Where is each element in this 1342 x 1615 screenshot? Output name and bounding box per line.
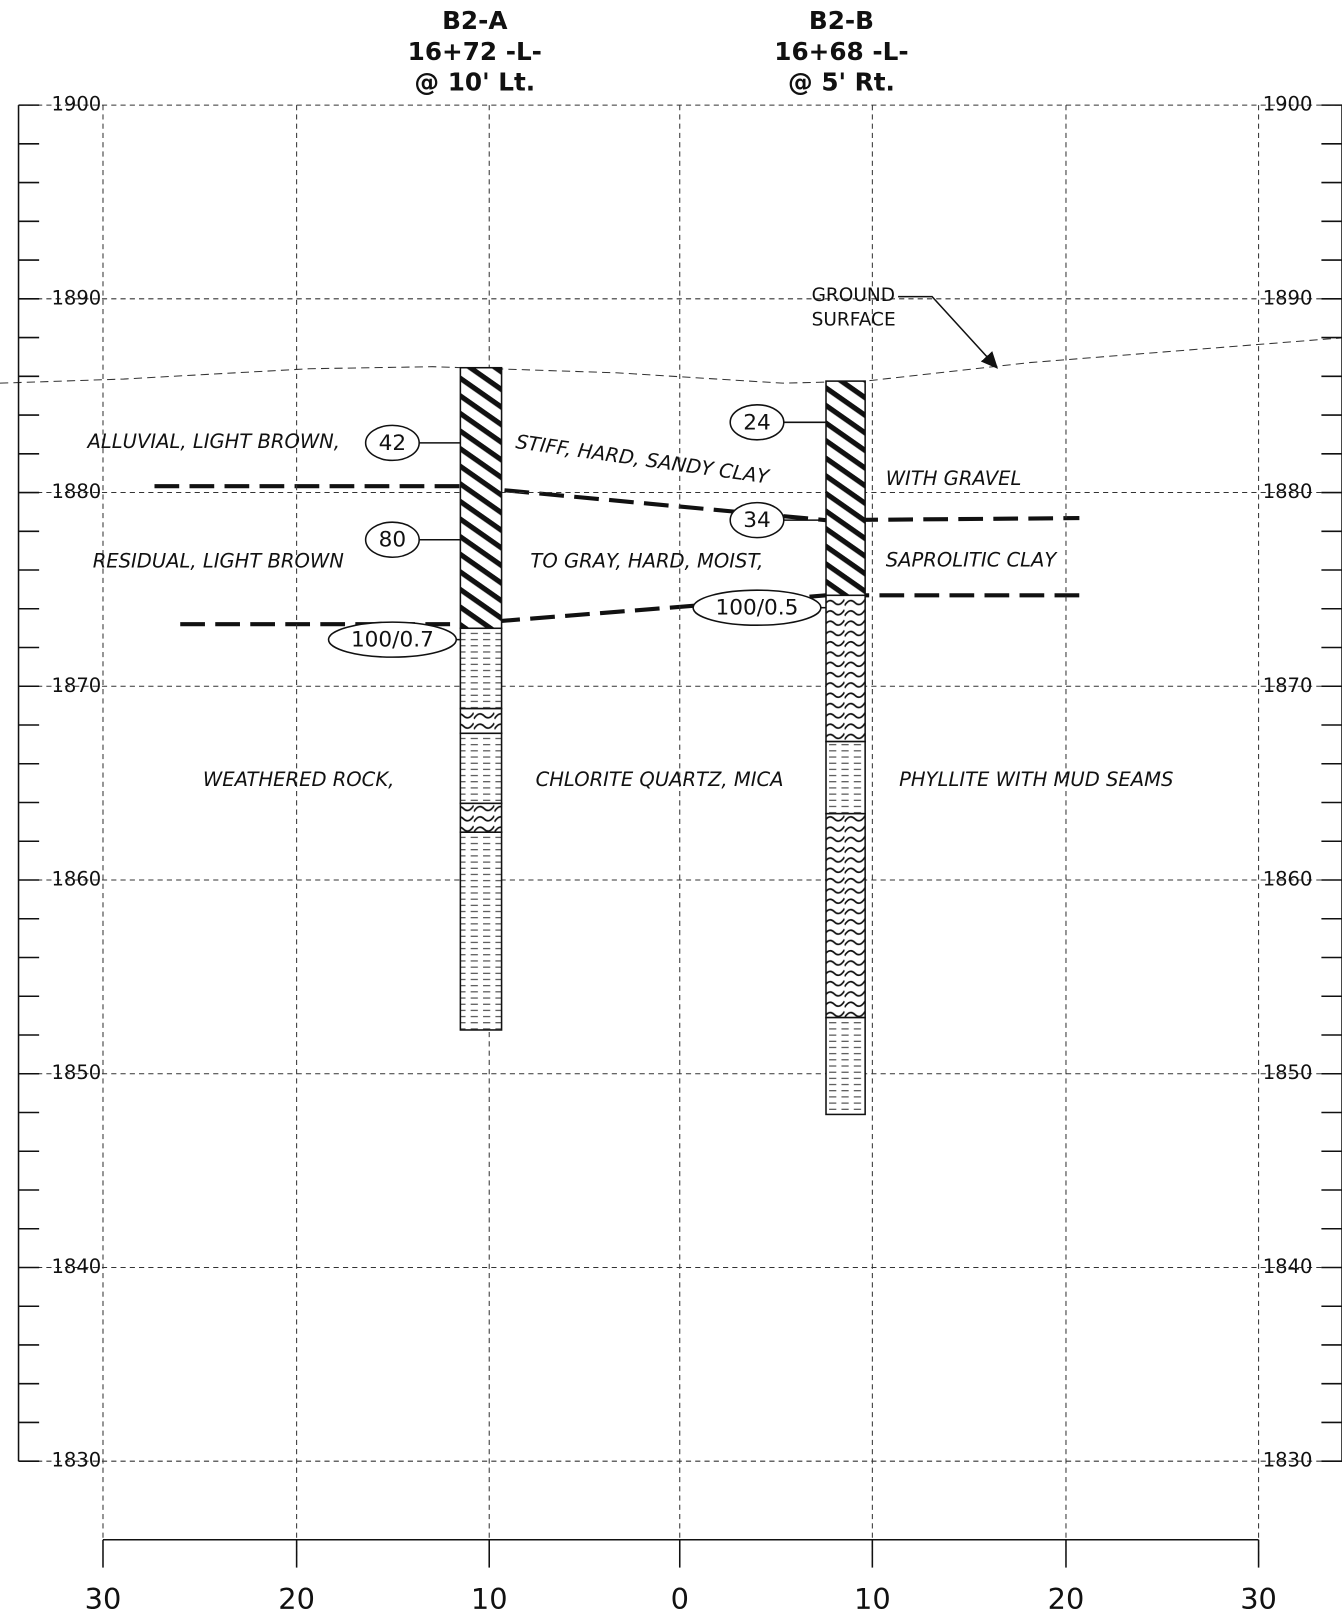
elevation-label: 1830 xyxy=(51,1449,101,1472)
boring-layer xyxy=(460,733,501,803)
boring-profile: 1900 1900 1890 1890 1880 1880 1870 1870 1860 1860… xyxy=(0,0,1342,1615)
boring-layer xyxy=(460,832,501,1030)
annotation: GROUND xyxy=(812,285,895,306)
boring-layer xyxy=(460,803,501,832)
blow-count: 100/0.5 xyxy=(716,596,799,621)
offset-label: 30 xyxy=(85,1582,122,1615)
blow-count: 80 xyxy=(379,528,407,553)
ground-surface xyxy=(0,338,1342,383)
boring-layer xyxy=(826,595,865,741)
stratum-description: PHYLLITE WITH MUD SEAMS xyxy=(899,768,1173,791)
elevation-label: 1850 xyxy=(51,1061,101,1084)
stratum-description: WEATHERED ROCK, xyxy=(203,768,394,791)
stratum-description: TO GRAY, HARD, MOIST, xyxy=(530,550,763,573)
blow-count: 34 xyxy=(743,508,770,533)
elevation-label: 1830 xyxy=(1263,1449,1313,1472)
elevation-label: 1860 xyxy=(51,868,101,891)
elevation-label: 1840 xyxy=(1263,1255,1313,1278)
elevation-label: 1900 xyxy=(51,93,101,116)
elevation-label: 1870 xyxy=(51,674,101,697)
annotation: SURFACE xyxy=(812,309,896,330)
boring-layer xyxy=(460,368,501,629)
elevation-label: 1840 xyxy=(51,1255,101,1278)
elevation-label: 1890 xyxy=(1263,286,1313,309)
boring-station: 16+68 -L- xyxy=(774,37,908,66)
elevation-label: 1900 xyxy=(1263,93,1313,116)
elevation-label: 1850 xyxy=(1263,1061,1313,1084)
elevation-label: 1860 xyxy=(1263,868,1313,891)
offset-label: 10 xyxy=(471,1582,508,1615)
offset-label: 20 xyxy=(278,1582,315,1615)
elevation-label: 1880 xyxy=(51,480,101,503)
offset-label: 0 xyxy=(671,1582,689,1615)
boring-layer xyxy=(460,628,501,708)
boring-layer xyxy=(460,709,501,734)
offset-label: 30 xyxy=(1240,1582,1277,1615)
boring-offset: @ 5' Rt. xyxy=(788,68,895,97)
offset-label: 10 xyxy=(854,1582,891,1615)
elevation-label: 1870 xyxy=(1263,674,1313,697)
boring-layer xyxy=(826,381,865,595)
boring-station: 16+72 -L- xyxy=(408,37,542,66)
annotation-arrow xyxy=(898,297,997,368)
offset-label: 20 xyxy=(1048,1582,1085,1615)
boring-name: B2-A xyxy=(442,6,507,35)
stratum-description: STIFF, HARD, SANDY CLAY xyxy=(514,430,772,489)
blow-count: 42 xyxy=(379,431,407,456)
boring-name: B2-B xyxy=(809,6,874,35)
blow-count: 100/0.7 xyxy=(351,628,434,653)
page: 1900 1900 1890 1890 1880 1880 1870 1870 1860 1860… xyxy=(0,0,1342,1615)
elevation-label: 1880 xyxy=(1263,480,1313,503)
blow-count: 24 xyxy=(743,410,770,435)
stratum-boundary xyxy=(180,595,1081,624)
boring-offset: @ 10' Lt. xyxy=(414,68,535,97)
boring-layer xyxy=(826,742,865,814)
boring-layer xyxy=(826,1018,865,1115)
stratum-description: CHLORITE QUARTZ, MICA xyxy=(536,768,784,791)
elevation-label: 1890 xyxy=(51,286,101,309)
stratum-description: RESIDUAL, LIGHT BROWN xyxy=(93,550,345,573)
stratum-description: WITH GRAVEL xyxy=(886,467,1022,490)
stratum-description: ALLUVIAL, LIGHT BROWN, xyxy=(86,430,340,453)
stratum-description: SAPROLITIC CLAY xyxy=(886,548,1059,571)
boring-layer xyxy=(826,814,865,1018)
stratum-boundary xyxy=(154,486,1079,520)
